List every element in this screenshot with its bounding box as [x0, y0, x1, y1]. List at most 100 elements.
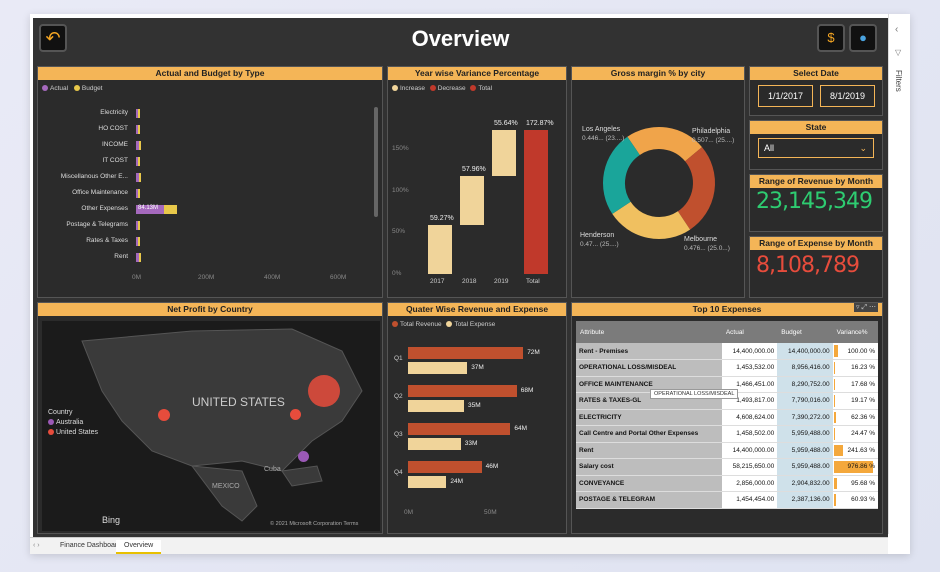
cell-budget: 7,390,272.00 [777, 409, 833, 426]
bar-actual[interactable] [136, 173, 139, 182]
bar-budget[interactable] [138, 189, 140, 198]
expense-value: 8,108,789 [756, 253, 860, 278]
y-tick: 100% [392, 186, 409, 194]
map-legend: Country Australia United States [48, 409, 98, 436]
cell-variance: 100.00 % [832, 343, 878, 360]
table-row[interactable]: OPERATIONAL LOSS/MISDEAL 1,453,532.00 8,95… [576, 359, 878, 377]
city-label: Melbourne [684, 236, 717, 243]
bar-actual[interactable] [136, 253, 139, 262]
bar-budget[interactable] [138, 141, 141, 150]
bar-budget[interactable] [138, 173, 141, 182]
user-avatar-icon[interactable]: ● [849, 24, 877, 52]
map-canvas[interactable]: UNITED STATES MEXICO Cuba Country Austra… [42, 321, 380, 531]
variance-text: 95.68 % [851, 479, 875, 487]
donut-slice[interactable] [677, 147, 715, 230]
bar-revenue[interactable] [408, 461, 482, 473]
bar-revenue[interactable] [408, 423, 511, 435]
bar-budget[interactable] [138, 237, 140, 246]
bar-actual[interactable] [136, 109, 138, 118]
donut-slice[interactable] [627, 127, 703, 162]
bar-budget[interactable] [138, 221, 140, 230]
table-row[interactable]: RATES & TAXES-GL 1,493,817.00 7,790,016.00… [576, 392, 878, 410]
expense-label: 35M [468, 402, 481, 409]
col-attribute[interactable]: Attribute [576, 321, 722, 343]
variance-bar[interactable] [428, 224, 452, 274]
revenue-label: 46M [485, 463, 499, 470]
bar-expense[interactable] [408, 438, 461, 450]
filters-pane[interactable]: ‹ ▽ Filters [888, 14, 910, 534]
revenue-value: 23,145,349 [756, 189, 873, 214]
variance-bar [833, 444, 844, 456]
bar-actual[interactable] [136, 157, 138, 166]
donut-slice[interactable] [612, 201, 691, 239]
variance-bar[interactable] [460, 176, 484, 225]
map-copyright[interactable]: © 2021 Microsoft Corporation Terms [270, 521, 359, 527]
col-budget[interactable]: Budget [777, 321, 833, 343]
bing-logo: Bing [102, 515, 121, 525]
table-row[interactable]: Salary cost 58,215,650.00 5,959,488.00 976.… [576, 458, 878, 476]
bar-revenue[interactable] [408, 385, 517, 397]
actual-budget-panel: Actual and Budget by Type Actual Budget … [37, 66, 383, 298]
actual-budget-title: Actual and Budget by Type [38, 67, 382, 80]
bar-budget[interactable] [138, 253, 141, 262]
table-row[interactable]: Rent - Premises 14,400,000.00 14,400,000.0… [576, 343, 878, 360]
bar-actual[interactable] [136, 205, 165, 214]
variance-text: 17.68 % [851, 380, 875, 388]
bar-actual[interactable] [136, 125, 138, 134]
bar-budget[interactable] [138, 125, 140, 134]
variance-text: 100.00 % [847, 347, 875, 355]
dollar-coin-icon[interactable]: $ [817, 24, 845, 52]
bubble-australia[interactable] [298, 451, 309, 462]
expense-label: 37M [471, 364, 484, 371]
bubble-east-us[interactable] [308, 375, 340, 407]
variance-text: 16.23 % [851, 364, 875, 372]
bar-actual[interactable] [136, 189, 138, 198]
variance-text: 60.93 % [851, 496, 875, 504]
chevron-left-icon[interactable]: ‹ [895, 24, 899, 35]
bar-expense[interactable] [408, 400, 464, 412]
bar-budget[interactable] [138, 109, 140, 118]
table-row[interactable]: POSTAGE & TELEGRAM 1,454,454.00 2,387,136.… [576, 491, 878, 509]
tab-nav-arrows[interactable]: ‹ › [33, 542, 40, 549]
state-dropdown[interactable]: All ⌄ [758, 138, 874, 158]
bar-budget[interactable] [164, 205, 178, 214]
table-row[interactable]: ELECTRICITY 4,608,624.00 7,390,272.00 62.36… [576, 409, 878, 426]
filter-icon[interactable]: ▿ ⤢ ⋯ [853, 303, 878, 312]
col-variance[interactable]: Variance% [832, 321, 878, 343]
table-row[interactable]: Rent 14,400,000.00 5,959,488.00 241.63 % [576, 442, 878, 459]
tab-finance-dashboard[interactable]: Finance Dashboard [60, 542, 122, 549]
bar-revenue[interactable] [408, 347, 524, 359]
donut-slice[interactable] [603, 136, 641, 214]
table-row[interactable]: CONVEYANCE 2,856,000.00 2,904,832.00 95.68 … [576, 475, 878, 492]
table-row[interactable]: Call Centre and Portal Other Expenses 1,4… [576, 425, 878, 443]
table-row[interactable]: OFFICE MAINTENANCE 1,466,451.00 8,290,752.… [576, 376, 878, 393]
bubble-central-us[interactable] [290, 409, 301, 420]
cell-budget: 2,904,832.00 [777, 475, 833, 492]
quarter-panel: Quater Wise Revenue and Expense Total Re… [387, 302, 567, 534]
variance-bar[interactable] [492, 129, 516, 177]
scrollbar[interactable] [374, 107, 378, 217]
variance-text: 62.36 % [851, 413, 875, 421]
start-date-input[interactable]: 1/1/2017 [758, 85, 813, 107]
cell-variance: 241.63 % [832, 442, 878, 459]
cell-budget: 8,956,416.00 [777, 359, 833, 377]
bar-actual[interactable] [136, 237, 138, 246]
bar-actual[interactable] [136, 141, 139, 150]
variance-text: 976.86 % [847, 463, 875, 471]
bar-expense[interactable] [408, 362, 468, 374]
bar-actual[interactable] [136, 221, 138, 230]
bar-budget[interactable] [138, 157, 140, 166]
back-arrow-icon[interactable]: ↶ [39, 24, 67, 52]
map-label-cuba: Cuba [264, 466, 281, 473]
end-date-input[interactable]: 8/1/2019 [820, 85, 875, 107]
variance-bar[interactable] [524, 129, 548, 274]
bubble-west-us[interactable] [158, 409, 170, 421]
gross-margin-donut: Los Angeles 0.446... (23....) Philadelphia… [580, 126, 734, 252]
select-date-panel: Select Date 1/1/2017 8/1/2019 [749, 66, 883, 116]
bar-expense[interactable] [408, 476, 447, 488]
col-actual[interactable]: Actual [721, 321, 778, 343]
state-panel: State All ⌄ [749, 120, 883, 170]
tab-overview[interactable]: Overview [116, 540, 162, 554]
expense-title: Range of Expense by Month [750, 237, 882, 250]
cell-attribute: Salary cost [576, 458, 722, 476]
